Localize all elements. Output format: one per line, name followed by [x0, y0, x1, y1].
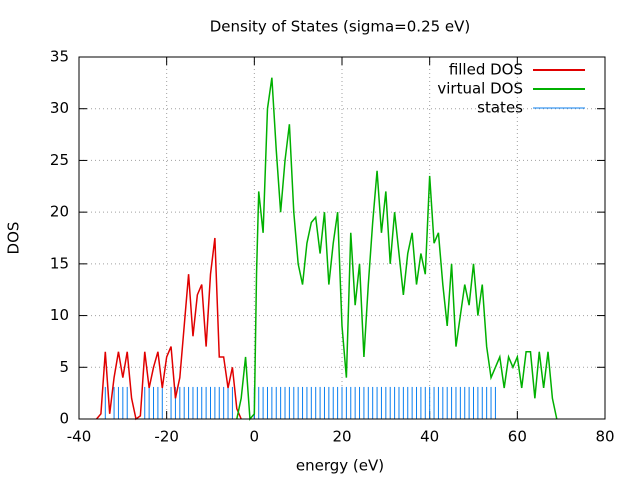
legend-label: virtual DOS	[437, 80, 523, 98]
x-tick-label: 80	[595, 428, 614, 446]
y-tick-label: 15	[50, 254, 69, 272]
x-tick-label: -20	[154, 428, 179, 446]
y-axis-label: DOS	[5, 222, 23, 255]
chart-title: Density of States (sigma=0.25 eV)	[210, 18, 471, 36]
x-tick-label: 40	[420, 428, 439, 446]
x-tick-label: -40	[67, 428, 92, 446]
x-axis-label: energy (eV)	[296, 457, 384, 475]
x-tick-label: 20	[332, 428, 351, 446]
x-tick-label: 0	[250, 428, 260, 446]
y-tick-label: 10	[50, 306, 69, 324]
series-line	[236, 77, 558, 421]
y-tick-label: 5	[59, 358, 69, 376]
y-tick-label: 0	[59, 410, 69, 428]
legend-label: states	[477, 99, 523, 117]
x-tick-label: 60	[508, 428, 527, 446]
y-tick-label: 30	[50, 99, 69, 117]
y-tick-label: 35	[50, 48, 69, 66]
legend-label: filled DOS	[449, 61, 523, 79]
plot-border	[78, 56, 606, 420]
y-tick-label: 20	[50, 203, 69, 221]
y-tick-label: 25	[50, 151, 69, 169]
series-line	[95, 237, 242, 421]
